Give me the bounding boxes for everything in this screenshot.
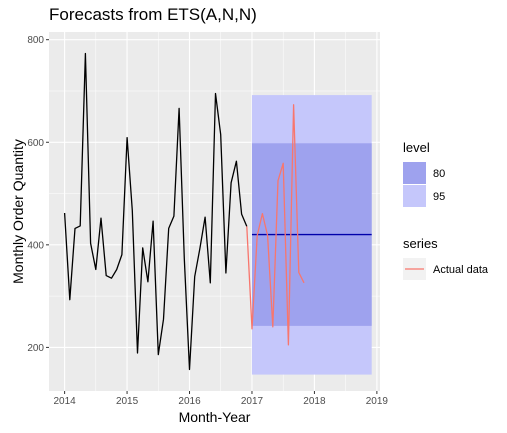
legend: level 80 95 series Actual data [403,140,489,280]
x-axis-title: Month-Year [179,409,251,425]
legend-level-title: level [403,140,430,155]
history-line [63,52,248,371]
x-axis: 2014 2015 2016 2017 2018 2019 [53,391,388,407]
legend-swatch-80 [403,162,426,184]
legend-label-80: 80 [433,168,445,180]
legend-label-actual: Actual data [433,264,489,276]
y-tick-label: 200 [27,343,44,354]
x-tick-label: 2018 [303,396,326,407]
chart-title: Forecasts from ETS(A,N,N) [49,5,257,24]
x-tick-label: 2019 [366,396,389,407]
legend-label-95: 95 [433,191,445,203]
y-tick-label: 400 [27,240,44,251]
legend-series-title: series [403,236,438,251]
legend-swatch-95 [403,185,426,207]
y-axis: 200 400 600 800 [27,35,49,354]
y-tick-label: 600 [27,138,44,149]
x-tick-label: 2016 [178,396,201,407]
prediction-bands [251,95,372,375]
y-tick-label: 800 [27,35,44,46]
series-lines [63,52,305,371]
grid-major [49,32,380,391]
y-axis-title: Monthly Order Quantity [10,139,26,284]
x-tick-label: 2017 [241,396,264,407]
x-tick-label: 2015 [116,396,139,407]
x-tick-label: 2014 [53,396,76,407]
actual-data-line [246,104,305,346]
